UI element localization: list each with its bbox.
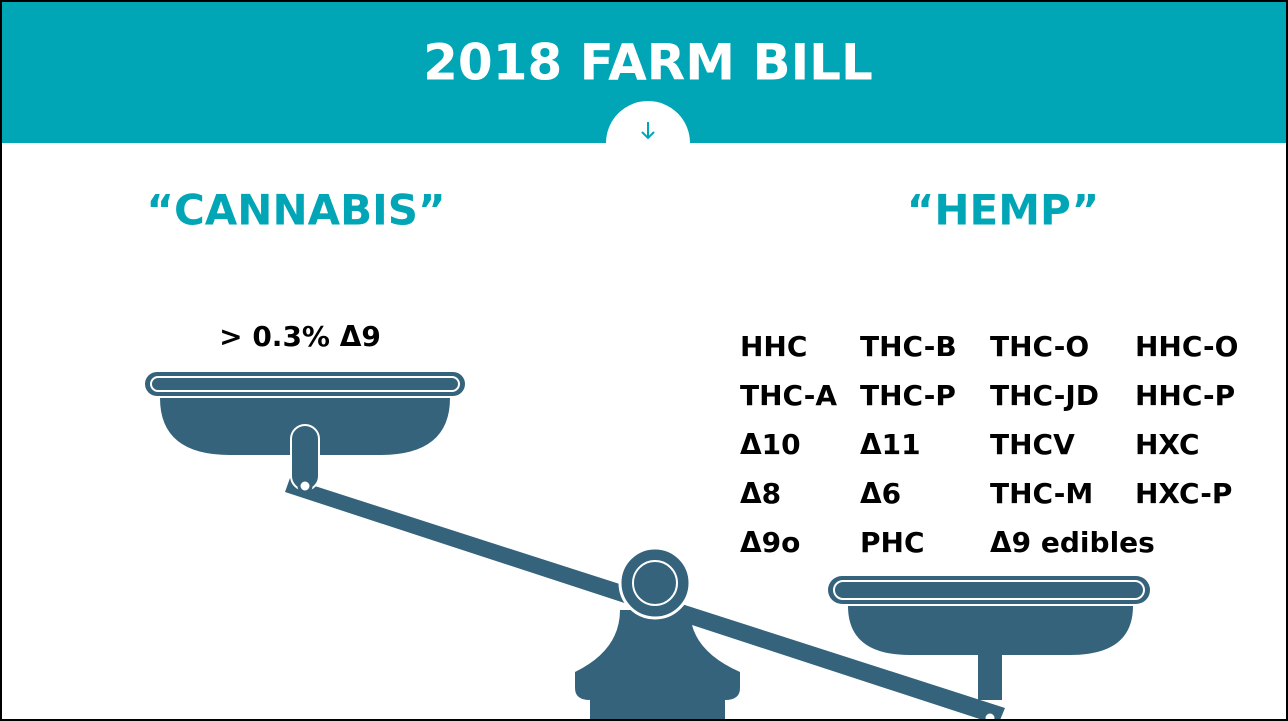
compound: THC-M — [990, 477, 1093, 510]
compound: Δ9o — [740, 526, 800, 559]
compound: HXC — [1135, 428, 1200, 461]
compound: Δ8 — [740, 477, 781, 510]
compound: THC-B — [860, 330, 957, 363]
compound: HHC — [740, 330, 807, 363]
compound: Δ10 — [740, 428, 801, 461]
compound: Δ11 — [860, 428, 921, 461]
compound: THC-P — [860, 379, 956, 412]
infographic: 2018 FARM BILL “CANNABIS” “HEMP” > 0.3% … — [0, 0, 1288, 721]
compound: THCV — [990, 428, 1075, 461]
left-pin — [299, 480, 311, 492]
compound: THC-A — [740, 379, 837, 412]
compound: PHC — [860, 526, 925, 559]
right-bowl — [848, 606, 1133, 655]
compound: Δ6 — [860, 477, 901, 510]
compound: Δ9 edibles — [990, 526, 1155, 559]
cannabis-threshold: > 0.3% Δ9 — [219, 320, 381, 353]
left-plate — [145, 372, 465, 396]
hemp-label: “HEMP” — [907, 186, 1099, 235]
compound: THC-O — [990, 330, 1089, 363]
compound: HXC-P — [1135, 477, 1232, 510]
cannabis-label: “CANNABIS” — [146, 186, 445, 235]
compound: THC-JD — [990, 379, 1099, 412]
compound: HHC-P — [1135, 379, 1235, 412]
right-stem — [978, 655, 1002, 700]
title: 2018 FARM BILL — [423, 34, 873, 92]
compound: HHC-O — [1135, 330, 1238, 363]
pivot — [620, 548, 690, 618]
